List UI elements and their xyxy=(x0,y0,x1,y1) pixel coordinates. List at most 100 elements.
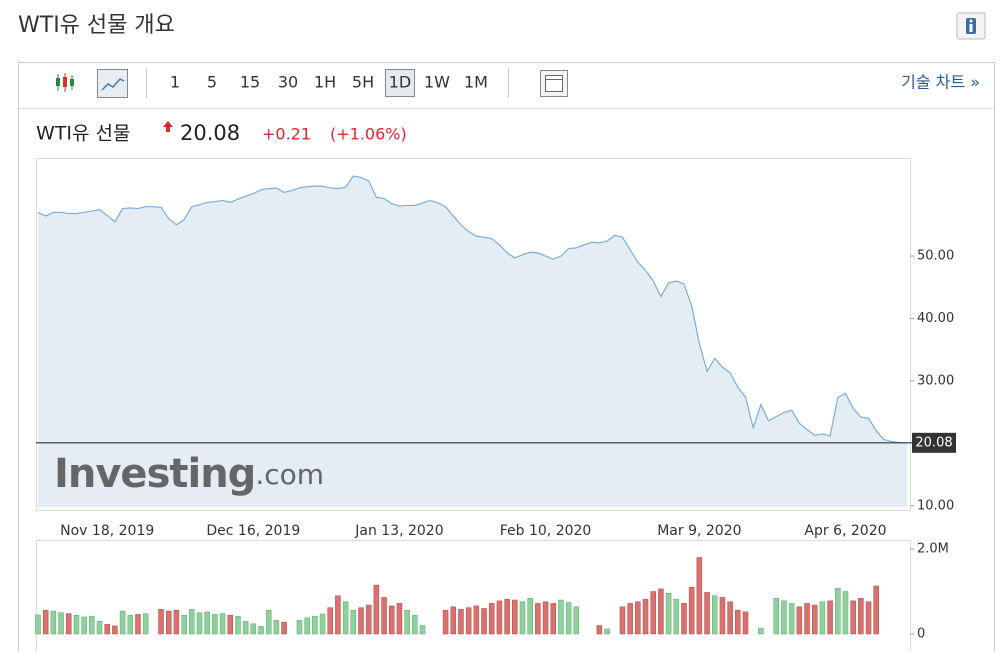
volume-bar xyxy=(873,585,879,635)
interval-button[interactable]: 1D xyxy=(389,73,412,92)
volume-frame xyxy=(36,540,911,655)
volume-bar xyxy=(242,621,249,635)
volume-bar xyxy=(542,601,549,635)
volume-bar xyxy=(66,613,72,635)
volume-bar xyxy=(488,603,495,635)
volume-bar xyxy=(327,607,333,635)
plot-frame xyxy=(36,158,911,511)
table-icon-glyph xyxy=(545,75,563,92)
volume-bar xyxy=(412,615,418,635)
interval-button[interactable]: 5H xyxy=(352,73,374,92)
volume-bar xyxy=(519,601,526,635)
volume-bar xyxy=(235,615,241,635)
volume-bar xyxy=(404,609,410,635)
volume-bar xyxy=(458,609,464,635)
candle-body xyxy=(70,79,74,86)
volume-bar xyxy=(219,613,226,635)
line-icon-box[interactable] xyxy=(97,69,128,98)
table-icon[interactable] xyxy=(540,70,568,97)
interval-button[interactable]: 15 xyxy=(240,73,260,92)
volume-bar xyxy=(89,615,95,635)
volume-bar xyxy=(227,615,234,635)
volume-bar xyxy=(558,599,564,635)
last-price-box xyxy=(912,432,956,453)
technical-chart-link[interactable]: 기술 차트 » xyxy=(901,73,980,92)
volume-bar xyxy=(142,613,149,635)
volume-bar xyxy=(265,609,272,635)
interval-button[interactable]: 1H xyxy=(314,73,336,92)
quote-price: 20.08 xyxy=(180,121,240,145)
line-icon-glyph xyxy=(101,78,125,91)
y-tick-label: 10.00 xyxy=(917,498,954,513)
volume-bar xyxy=(73,615,80,635)
volume-bar xyxy=(811,604,818,635)
volume-bar xyxy=(696,557,703,635)
up-arrow xyxy=(163,121,173,132)
volume-bar xyxy=(81,616,87,635)
volume-bar xyxy=(496,600,503,635)
watermark-brand: Investing xyxy=(54,451,255,497)
x-tick-label: Mar 9, 2020 xyxy=(657,523,741,539)
y-tick-label: 40.00 xyxy=(917,311,954,326)
volume-bar xyxy=(381,597,387,635)
volume-bar xyxy=(565,602,572,635)
volume-bar xyxy=(189,609,195,635)
volume-bar xyxy=(512,599,518,635)
volume-bar xyxy=(550,603,556,635)
volume-bar xyxy=(335,595,341,635)
volume-bar xyxy=(865,601,872,635)
interval-button[interactable]: 5 xyxy=(207,73,217,92)
volume-bar xyxy=(281,621,287,635)
volume-bar xyxy=(442,609,449,635)
interval-button[interactable]: 1 xyxy=(170,73,180,92)
volume-bar xyxy=(727,601,733,635)
info-button[interactable] xyxy=(956,12,986,40)
volume-bar xyxy=(135,614,141,635)
volume-bar xyxy=(665,592,672,635)
candle-icon[interactable] xyxy=(56,73,74,92)
candle-body xyxy=(56,78,60,86)
volume-bar xyxy=(473,605,480,635)
volume-bar xyxy=(596,625,603,635)
volume-bar xyxy=(365,604,372,635)
volume-bar xyxy=(535,603,541,635)
y-tick-label: 30.00 xyxy=(917,373,954,388)
info-glyph xyxy=(969,24,973,32)
volume-bar xyxy=(104,623,110,635)
page-title: WTI유 선물 개요 xyxy=(18,13,175,38)
interval-button[interactable]: 1M xyxy=(464,73,488,92)
line-icon[interactable] xyxy=(97,69,128,98)
volume-bar xyxy=(796,606,803,635)
volume-bar xyxy=(165,610,172,635)
volume-bar xyxy=(304,617,310,635)
volume-bar xyxy=(481,608,487,635)
volume-bar xyxy=(711,595,718,635)
y-tick-label: 0 xyxy=(917,627,925,642)
volume-bar xyxy=(50,610,57,635)
volume-bar xyxy=(642,598,649,635)
volume-bar xyxy=(788,603,795,635)
volume-bar xyxy=(504,598,510,635)
interval-button[interactable]: 1W xyxy=(424,73,450,92)
volume-bar xyxy=(704,592,710,635)
x-tick-label: Apr 6, 2020 xyxy=(804,523,886,539)
volume-bar xyxy=(196,612,203,635)
interval-button[interactable]: 30 xyxy=(278,73,298,92)
last-price-label: 20.08 xyxy=(915,435,952,450)
volume-bar xyxy=(312,615,318,635)
volume-bar xyxy=(604,628,610,635)
watermark-suffix: .com xyxy=(255,458,324,491)
volume-bar xyxy=(258,626,264,635)
volume-bar xyxy=(204,611,210,635)
volume-bar xyxy=(858,598,864,635)
interval-selected xyxy=(385,69,415,97)
x-tick-label: Nov 18, 2019 xyxy=(60,523,154,539)
volume-bar xyxy=(173,609,180,635)
volume-bar xyxy=(112,625,118,635)
volume-bar xyxy=(681,603,687,635)
volume-bar xyxy=(527,598,533,635)
candle-body xyxy=(63,77,67,87)
volume-bar xyxy=(835,587,841,635)
volume-bar xyxy=(350,609,357,635)
watermark: Investing.com xyxy=(54,451,324,497)
